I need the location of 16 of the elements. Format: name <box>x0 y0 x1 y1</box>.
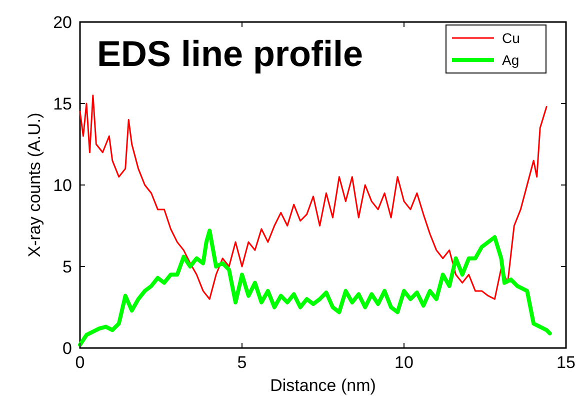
chart-title: EDS line profile <box>97 33 364 74</box>
y-tick-label: 5 <box>62 258 72 276</box>
y-tick-label: 0 <box>62 339 72 358</box>
legend-label: Ag <box>502 52 520 68</box>
y-tick-label: 20 <box>53 13 72 32</box>
y-tick-label: 15 <box>53 94 72 114</box>
x-tick-label: 10 <box>394 353 414 372</box>
y-axis-title: X-ray counts (A.U.) <box>25 112 44 258</box>
x-tick-label: 5 <box>237 353 247 372</box>
x-tick-label: 0 <box>75 353 85 372</box>
legend-label: Cu <box>502 30 520 46</box>
x-axis-title: Distance (nm) <box>270 376 376 395</box>
x-tick-label: 15 <box>556 353 576 372</box>
line-series <box>79 94 548 300</box>
line-series <box>78 228 552 347</box>
y-tick-label: 10 <box>53 176 72 195</box>
